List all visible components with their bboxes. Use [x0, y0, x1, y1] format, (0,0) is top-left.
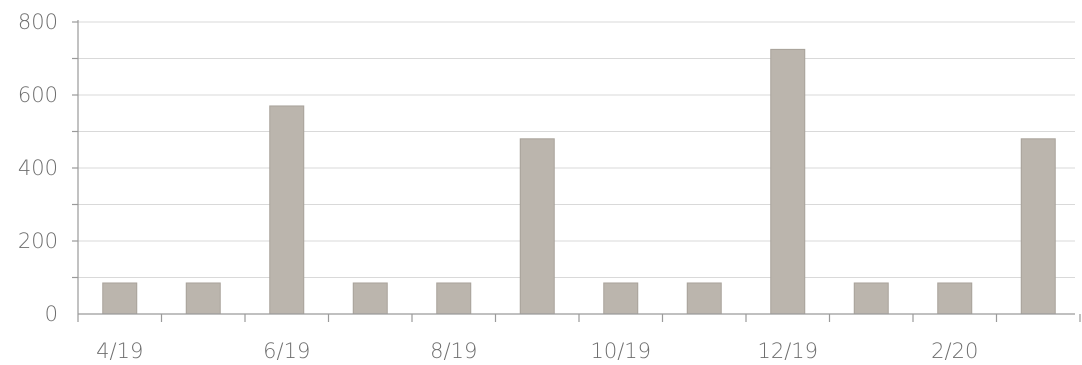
bar-1-20 [853, 282, 889, 315]
y-tick-label: 400 [18, 156, 58, 180]
y-tick-label: 200 [18, 229, 58, 253]
x-tick-label: 12/19 [757, 339, 818, 363]
axes [72, 20, 1081, 322]
bar-9-19 [519, 138, 555, 315]
x-tick-label: 8/19 [430, 339, 477, 363]
grid-lines [78, 21, 1075, 278]
y-tick-label: 800 [18, 10, 58, 34]
y-tick-label: 600 [18, 83, 58, 107]
bar-12-19 [770, 48, 806, 315]
bar-5-19 [185, 282, 221, 315]
bar-7-19 [352, 282, 388, 315]
bar-2-20 [937, 282, 973, 315]
x-tick-label: 10/19 [590, 339, 651, 363]
bar-11-19 [686, 282, 722, 315]
bar-8-19 [436, 282, 472, 315]
bar-4-19 [102, 282, 138, 315]
x-tick-label: 6/19 [263, 339, 310, 363]
bars [102, 48, 1056, 315]
x-tick-label: 4/19 [96, 339, 143, 363]
bar-6-19 [269, 105, 305, 315]
x-tick-label: 2/20 [931, 339, 978, 363]
tick-labels: 0 200 400 600 800 4/19 6/19 8/19 10/19 12/19 2/20 [18, 10, 978, 363]
y-tick-label: 0 [45, 302, 58, 326]
bar-10-19 [603, 282, 639, 315]
bar-3-20 [1020, 138, 1056, 315]
